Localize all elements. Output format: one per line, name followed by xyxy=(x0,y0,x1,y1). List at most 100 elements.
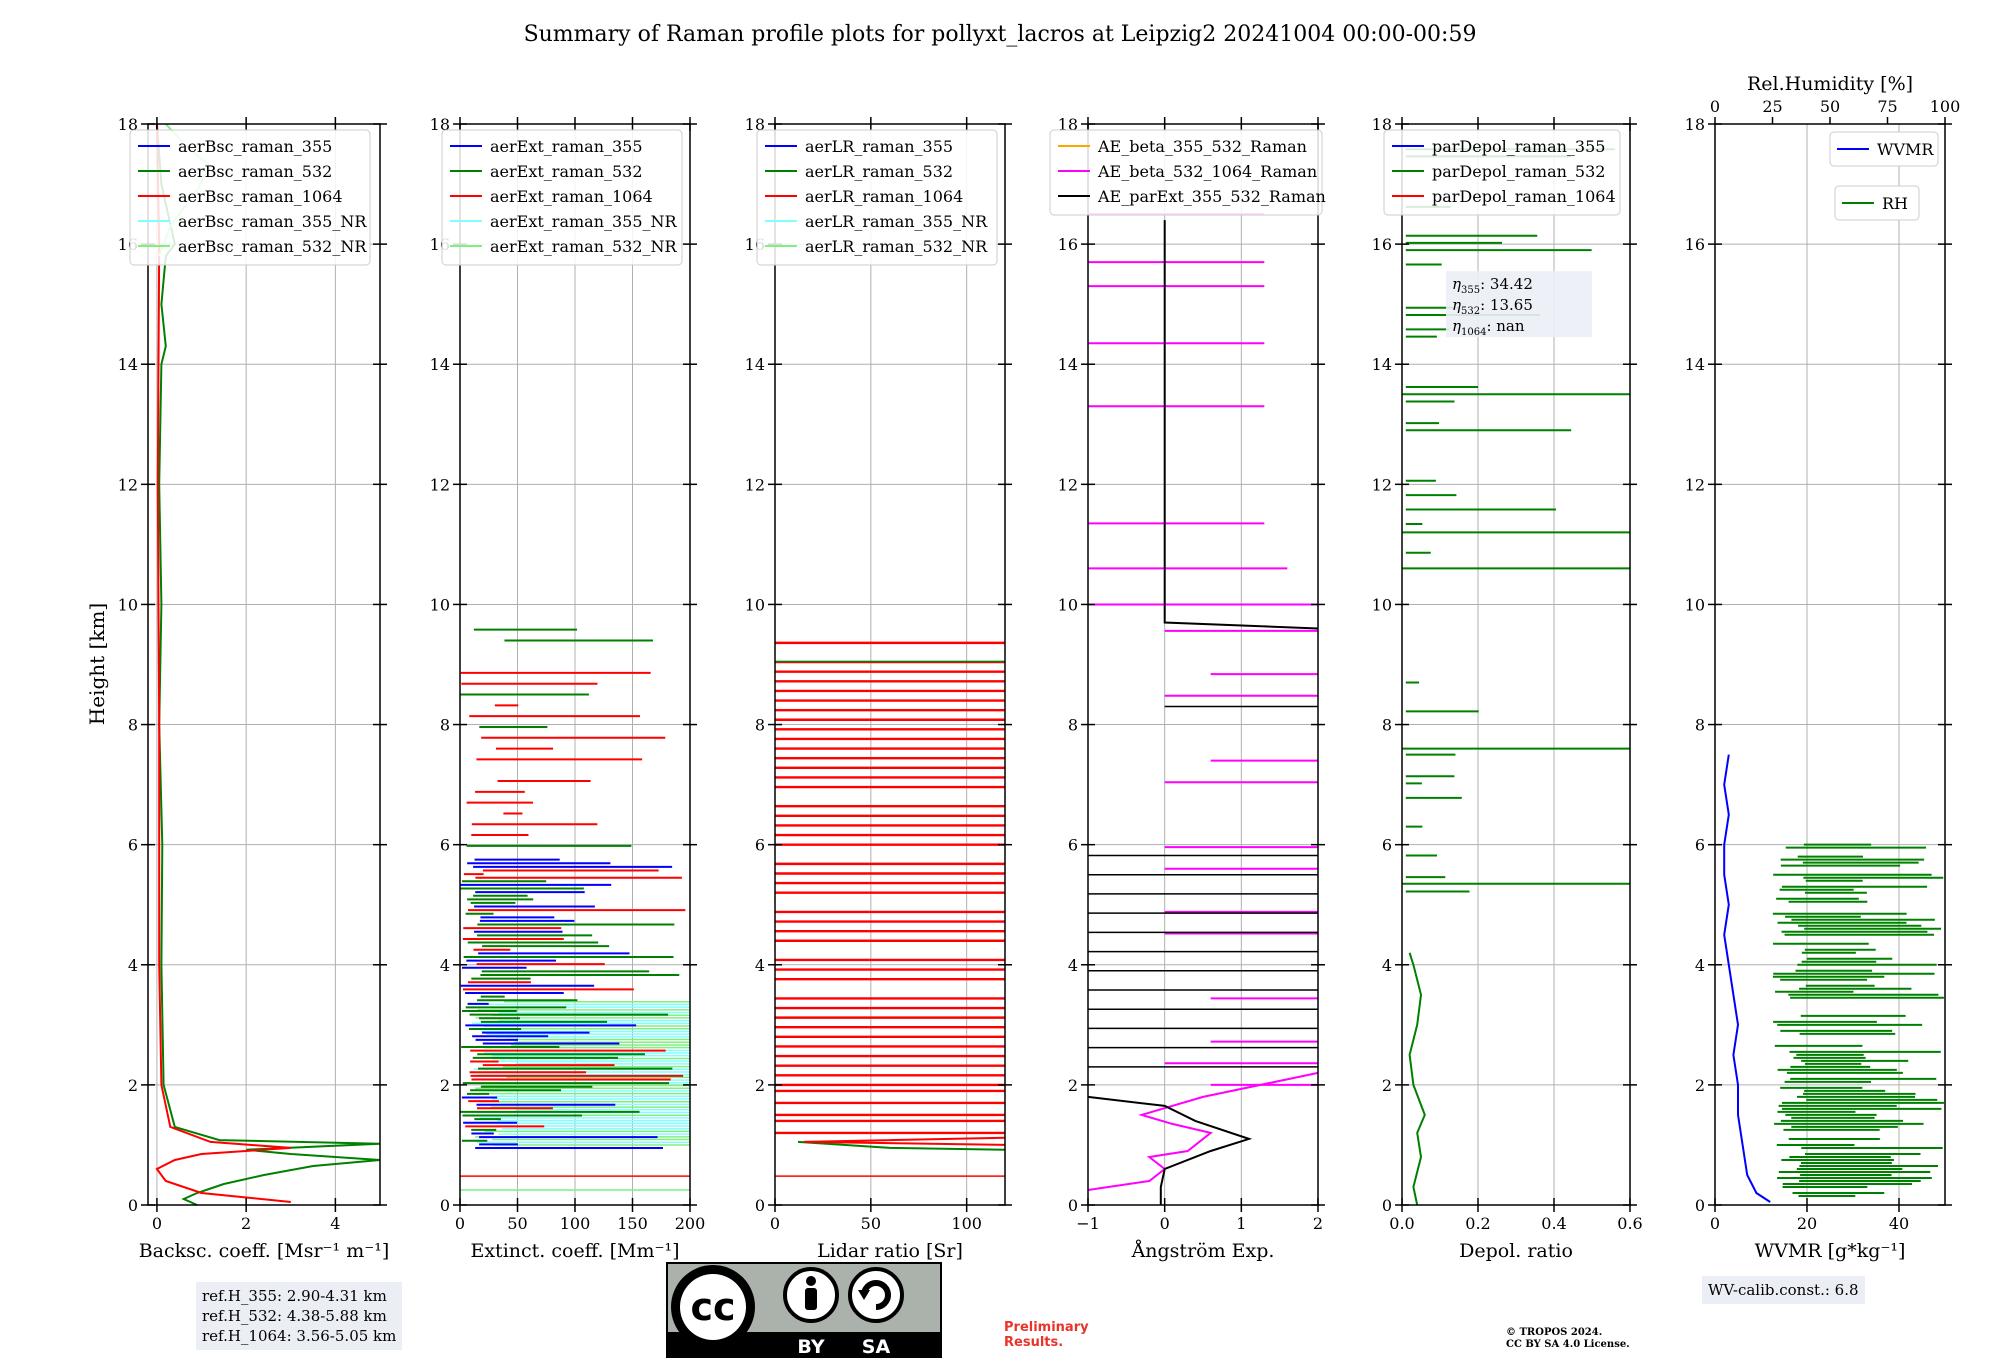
legend-entry: aerLR_raman_355_NR xyxy=(805,212,988,231)
profile-hatching xyxy=(1088,213,1318,1086)
legend-box xyxy=(1834,185,1920,221)
y-tick-label: 10 xyxy=(1058,595,1078,614)
x-tick-label: 0.2 xyxy=(1465,1214,1490,1233)
x-axis-label: Extinct. coeff. [Mm⁻¹] xyxy=(470,1240,679,1262)
x-tick-label: 20 xyxy=(1797,1214,1817,1233)
series-AE_parExt_355_532_Raman_high xyxy=(1163,220,1319,630)
y-tick-label: 14 xyxy=(1372,355,1392,374)
legend-box xyxy=(129,129,371,266)
y-tick-label: 18 xyxy=(118,115,138,134)
x-axis-label: Ångström Exp. xyxy=(1131,1240,1275,1262)
y-tick-label: 6 xyxy=(440,836,450,855)
x-tick-label: 150 xyxy=(617,1214,648,1233)
y-tick-label: 0 xyxy=(440,1196,450,1215)
cc-logo-text: cc xyxy=(690,1285,735,1329)
series-aerLR_raman_532 xyxy=(797,1140,1006,1151)
legend: aerLR_raman_355 aerLR_raman_532 aerLR_rama… xyxy=(756,129,998,266)
legend-box xyxy=(441,129,683,266)
x2-tick-label: 75 xyxy=(1877,97,1897,116)
legend: aerBsc_raman_355 aerBsc_raman_532 aerBsc_r… xyxy=(129,129,371,266)
y-axis-label: Height [km] xyxy=(85,603,109,725)
y-tick-label: 0 xyxy=(1695,1196,1705,1215)
x-tick-label: 100 xyxy=(560,1214,591,1233)
legend-box xyxy=(1383,129,1621,216)
legend-entry: AE_beta_355_532_Raman xyxy=(1097,137,1307,156)
y-tick-label: 14 xyxy=(430,355,450,374)
y-tick-label: 4 xyxy=(755,956,765,975)
y-tick-label: 0 xyxy=(1382,1196,1392,1215)
y-tick-label: 6 xyxy=(1695,836,1705,855)
y-tick-label: 0 xyxy=(755,1196,765,1215)
y-tick-label: 10 xyxy=(745,595,765,614)
legend-box xyxy=(756,129,998,266)
legend-entry: parDepol_raman_355 xyxy=(1432,137,1605,156)
x-tick-label: 0.0 xyxy=(1389,1214,1414,1233)
panel-5: 0 2 4 6 8 10 12 14 16 18 0.0 0.2 0.4 0.6 Depol. ratio p… xyxy=(1372,115,1643,1262)
y-tick-label: 18 xyxy=(745,115,765,134)
profile-hatching xyxy=(1772,843,1944,1197)
x-tick-label: 100 xyxy=(951,1214,982,1233)
y-tick-label: 0 xyxy=(1068,1196,1078,1215)
legend: aerExt_raman_355 aerExt_raman_532 aerExt_r… xyxy=(441,129,683,266)
x2-axis-label: Rel.Humidity [%] xyxy=(1747,73,1913,95)
legend: parDepol_raman_355 parDepol_raman_532 parD… xyxy=(1383,129,1621,216)
series-aerLR_raman_1064 xyxy=(803,1136,1006,1146)
x-tick-label: 2 xyxy=(1313,1214,1323,1233)
x-axis-label: Backsc. coeff. [Msr⁻¹ m⁻¹] xyxy=(139,1240,390,1262)
x-tick-label: 0.6 xyxy=(1617,1214,1642,1233)
series-WVMR xyxy=(1723,754,1771,1203)
plot-frame xyxy=(1714,123,1946,1206)
legend-entry: aerExt_raman_532 xyxy=(490,162,643,181)
ref-height-1064: ref.H_1064: 3.56-5.05 km xyxy=(202,1327,397,1345)
y-tick-label: 8 xyxy=(128,716,138,735)
eta-1064: η1064: nan xyxy=(1452,317,1525,338)
legend-entry: AE_parExt_355_532_Raman xyxy=(1097,187,1326,206)
y-tick-label: 10 xyxy=(118,595,138,614)
x-tick-label: 0 xyxy=(152,1214,162,1233)
panel-6: 0 2 4 6 8 10 12 14 16 18 0 20 40 WVMR [g*kg⁻¹] 0 25 50 75… xyxy=(1685,73,1961,1262)
legend-box xyxy=(1049,129,1323,216)
plot-frame xyxy=(1087,123,1319,1206)
legend-entry: aerExt_raman_1064 xyxy=(490,187,653,206)
y-tick-label: 12 xyxy=(745,475,765,494)
legend-entry: aerExt_raman_532_NR xyxy=(490,237,678,256)
copyright-line-1: © TROPOS 2024. xyxy=(1506,1327,1603,1338)
series-AE_beta_532_1064_Raman xyxy=(1087,1071,1319,1191)
legend-entry: aerLR_raman_355 xyxy=(805,137,953,156)
y-tick-label: 12 xyxy=(430,475,450,494)
x-tick-label: 0 xyxy=(770,1214,780,1233)
plot-frame xyxy=(1401,123,1631,1206)
y-tick-label: 2 xyxy=(440,1076,450,1095)
y-tick-label: 16 xyxy=(1372,235,1392,254)
wv-calibration-box: WV-calib.const.: 6.8 xyxy=(1702,1276,1865,1304)
y-tick-label: 8 xyxy=(440,716,450,735)
x-axis-label: WVMR [g*kg⁻¹] xyxy=(1755,1240,1906,1262)
x-axis-label: Depol. ratio xyxy=(1459,1240,1573,1262)
y-tick-label: 2 xyxy=(755,1076,765,1095)
y-tick-label: 4 xyxy=(128,956,138,975)
legend: AE_beta_355_532_Raman AE_beta_532_1064_Ra… xyxy=(1049,129,1326,216)
y-tick-label: 8 xyxy=(1695,716,1705,735)
y-tick-label: 6 xyxy=(755,836,765,855)
legend-entry: aerExt_raman_355_NR xyxy=(490,212,678,231)
profile-hatching xyxy=(775,641,1005,1177)
legend-entry: AE_beta_532_1064_Raman xyxy=(1097,162,1317,181)
x-tick-label: 0 xyxy=(455,1214,465,1233)
x-tick-label: 2 xyxy=(241,1214,251,1233)
y-tick-label: 8 xyxy=(1068,716,1078,735)
preliminary-line-1: Preliminary xyxy=(1004,1320,1089,1335)
y-tick-label: 14 xyxy=(118,355,138,374)
y-tick-label: 12 xyxy=(1058,475,1078,494)
y-tick-label: 18 xyxy=(430,115,450,134)
legend-entry: aerBsc_raman_532 xyxy=(178,162,332,181)
x-tick-label: 1 xyxy=(1236,1214,1246,1233)
legend-entry: aerLR_raman_532 xyxy=(805,162,953,181)
y-tick-label: 2 xyxy=(1382,1076,1392,1095)
series-aerBsc_raman_1064 xyxy=(155,123,291,1203)
y-tick-label: 4 xyxy=(1382,956,1392,975)
y-tick-label: 2 xyxy=(128,1076,138,1095)
